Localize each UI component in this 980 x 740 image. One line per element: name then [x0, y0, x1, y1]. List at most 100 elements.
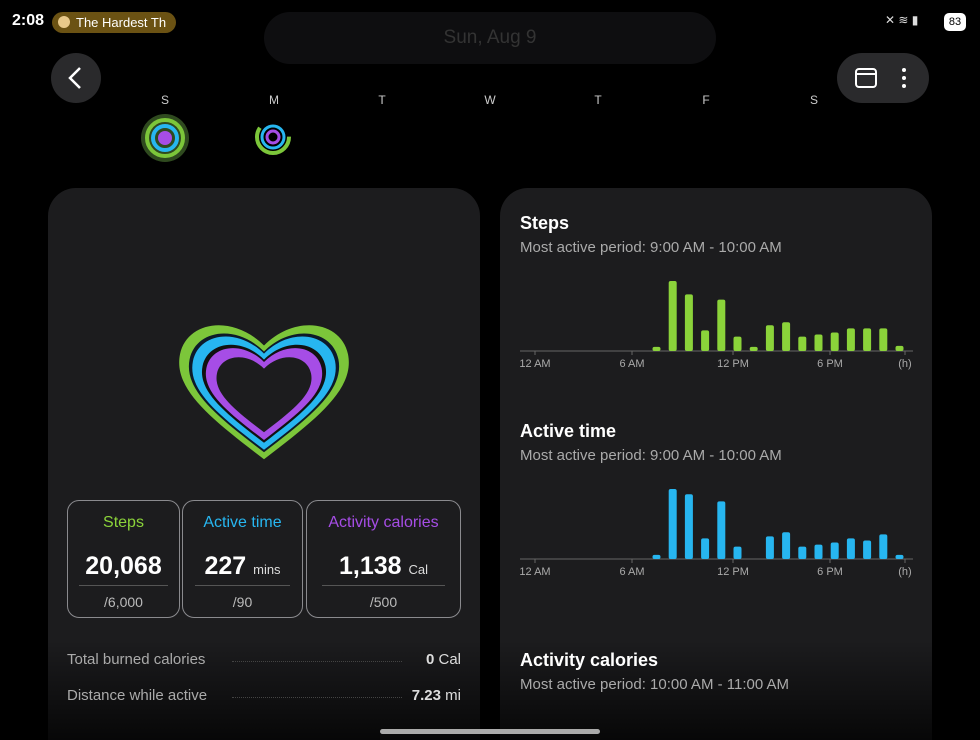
bar — [782, 322, 791, 351]
bar — [846, 328, 855, 351]
bar — [895, 554, 904, 559]
dotted-leader — [232, 661, 402, 662]
detail-value: 0 Cal — [426, 651, 461, 668]
back-button[interactable] — [51, 53, 101, 103]
x-tick-label: 12 PM — [717, 566, 749, 578]
toolbar-icons — [855, 68, 906, 88]
x-tick-label: 6 AM — [619, 566, 644, 578]
bar — [798, 336, 807, 351]
detail-number: 7.23 — [411, 687, 441, 704]
clock: 2:08 — [12, 12, 45, 29]
media-chip[interactable]: The Hardest Th — [52, 12, 176, 33]
detail-label: Distance while active — [67, 687, 208, 704]
bar — [782, 532, 791, 559]
stat-value: 1,138 Cal — [307, 552, 460, 581]
bar — [749, 346, 758, 351]
bar — [652, 554, 661, 559]
x-tick-label: 6 AM — [619, 358, 644, 370]
x-tick-label: 12 AM — [519, 566, 550, 578]
detail-number: 0 — [425, 651, 435, 668]
chart-subtitle: Most active period: 9:00 AM - 10:00 AM — [520, 239, 782, 256]
bar — [684, 494, 693, 559]
stat-label: Activity calories — [328, 514, 439, 531]
bar — [733, 336, 742, 351]
x-tick-label: 6 PM — [817, 358, 843, 370]
weekday: S — [160, 93, 169, 107]
stat-box[interactable]: Activity calories 1,138 Cal/500 — [306, 500, 461, 618]
chart-title: Steps — [520, 213, 570, 233]
stat-value: 227 mins — [183, 552, 302, 581]
x-tick-label: 12 AM — [519, 358, 550, 370]
bar — [814, 544, 823, 559]
chart-title: Active time — [520, 421, 617, 441]
stat-number: 1,138 — [338, 552, 402, 580]
date-pill[interactable]: Sun, Aug 9 — [264, 12, 716, 64]
bar — [717, 501, 726, 559]
weekday: M — [269, 93, 279, 107]
weekday: T — [594, 93, 602, 107]
bar — [765, 536, 774, 559]
bar — [814, 334, 823, 351]
stat-box[interactable]: Active time 227 mins/90 — [182, 500, 303, 618]
stat-goal: /90 — [232, 594, 253, 610]
day-rings — [141, 114, 291, 162]
stat-goal: /6,000 — [104, 594, 143, 610]
status-icons: ✕ ≋ ▮ — [885, 13, 919, 27]
bar — [830, 332, 839, 351]
bar — [879, 534, 888, 559]
bar — [701, 538, 710, 559]
x-tick-label: (h) — [898, 566, 911, 578]
back-icon — [68, 67, 81, 89]
detail-value: 7.23 mi — [412, 687, 461, 704]
bar — [684, 294, 693, 351]
bar-chart: 12 AM 6 AM 12 PM 6 PM (h) — [519, 489, 913, 578]
weekday: S — [809, 93, 818, 107]
bar-chart: 12 AM 6 AM 12 PM 6 PM (h) — [519, 281, 913, 370]
stat-goal: /500 — [369, 594, 398, 610]
stat-value: 20,068 — [68, 552, 179, 581]
heart-rings — [179, 325, 349, 460]
bar — [668, 489, 677, 559]
divider — [79, 585, 168, 586]
x-tick-label: 6 PM — [817, 566, 843, 578]
bar — [846, 538, 855, 559]
divider — [322, 585, 445, 586]
media-icon — [58, 16, 70, 28]
bar — [701, 330, 710, 351]
chart-title: Activity calories — [520, 650, 659, 670]
detail-label: Total burned calories — [67, 651, 206, 668]
bar — [652, 346, 661, 351]
stat-unit: Cal — [408, 562, 429, 577]
weekday: T — [378, 93, 386, 107]
divider — [194, 585, 291, 586]
x-tick-label: 12 PM — [717, 358, 749, 370]
weekday: F — [702, 93, 710, 107]
bar — [879, 328, 888, 351]
stat-label: Steps — [103, 514, 144, 531]
x-tick-label: (h) — [898, 358, 911, 370]
bar — [733, 546, 742, 559]
chart-subtitle: Most active period: 9:00 AM - 10:00 AM — [520, 447, 782, 464]
toolbar — [837, 53, 929, 103]
bar — [765, 325, 774, 351]
detail-unit: Cal — [438, 651, 461, 668]
bar — [830, 542, 839, 559]
bar — [863, 540, 872, 559]
stat-unit: mins — [253, 562, 281, 577]
bar — [668, 281, 677, 351]
stat-label: Active time — [203, 514, 282, 531]
detail-unit: mi — [445, 687, 461, 704]
bar — [798, 546, 807, 559]
chart-subtitle: Most active period: 10:00 AM - 11:00 AM — [520, 676, 790, 693]
stat-number: 227 — [204, 552, 247, 580]
weekday: W — [484, 93, 496, 107]
home-indicator[interactable] — [380, 729, 600, 734]
battery: 83 — [944, 13, 966, 31]
dotted-leader — [232, 697, 402, 698]
bar — [895, 345, 904, 351]
stat-box[interactable]: Steps 20,068/6,000 — [67, 500, 180, 618]
bar — [863, 328, 872, 351]
stat-number: 20,068 — [85, 552, 162, 580]
bar — [717, 299, 726, 351]
